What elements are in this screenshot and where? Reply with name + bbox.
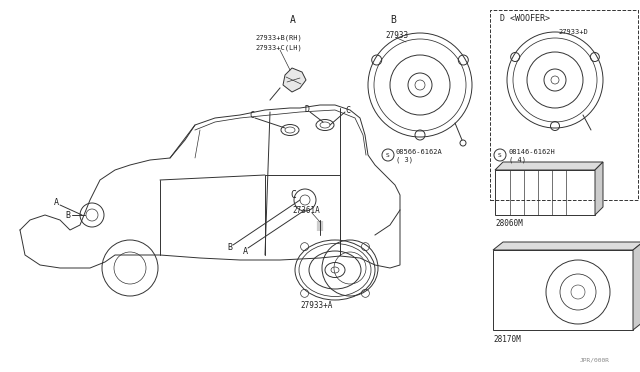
Text: 27933+C(LH): 27933+C(LH) <box>255 45 301 51</box>
Text: A: A <box>290 15 296 25</box>
Bar <box>493 250 633 330</box>
Polygon shape <box>495 162 603 170</box>
Text: 27933: 27933 <box>385 31 408 39</box>
Text: A: A <box>243 247 248 256</box>
Bar <box>490 10 638 200</box>
Text: B: B <box>390 15 396 25</box>
Polygon shape <box>283 68 306 92</box>
Text: JPR/000R: JPR/000R <box>580 357 610 362</box>
Text: ( 4): ( 4) <box>509 157 526 163</box>
Text: B: B <box>65 211 70 219</box>
Text: A: A <box>54 198 58 206</box>
Text: S: S <box>386 153 390 157</box>
Bar <box>495 170 595 215</box>
Text: 08146-6162H: 08146-6162H <box>509 149 556 155</box>
Text: 08566-6162A: 08566-6162A <box>396 149 443 155</box>
Text: D: D <box>305 105 310 113</box>
Polygon shape <box>493 242 640 250</box>
Text: D <WOOFER>: D <WOOFER> <box>500 13 550 22</box>
Text: 28060M: 28060M <box>495 218 523 228</box>
Text: 27361A: 27361A <box>292 205 320 215</box>
Text: B: B <box>227 244 232 253</box>
Text: 27933+A: 27933+A <box>300 301 332 310</box>
Text: ( 3): ( 3) <box>396 157 413 163</box>
Text: 27933+D: 27933+D <box>558 29 588 35</box>
Polygon shape <box>595 162 603 215</box>
Polygon shape <box>633 242 640 330</box>
Text: 28170M: 28170M <box>493 336 521 344</box>
Text: C: C <box>290 190 296 200</box>
Text: 27933+B(RH): 27933+B(RH) <box>255 35 301 41</box>
Text: C: C <box>250 110 255 119</box>
Text: C: C <box>346 106 351 115</box>
Text: S: S <box>498 153 502 157</box>
